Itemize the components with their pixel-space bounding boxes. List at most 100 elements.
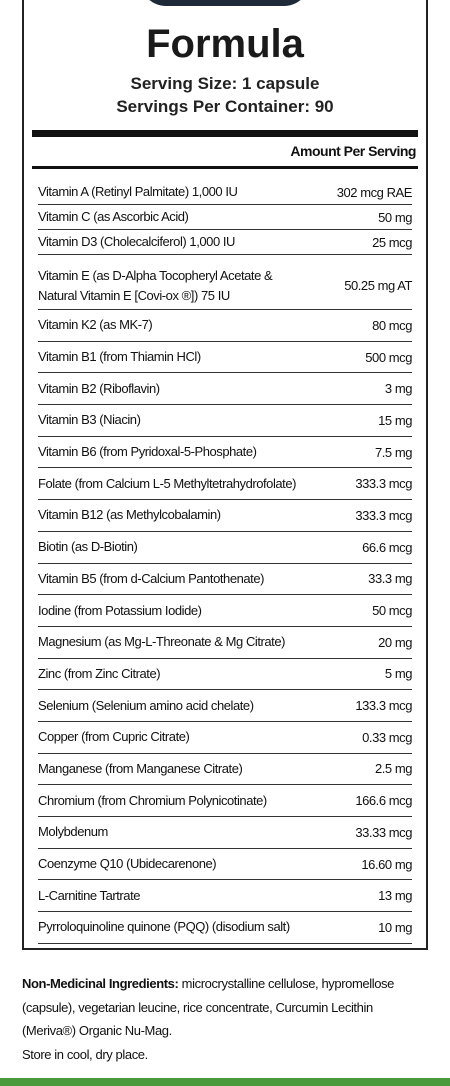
label-box: Formula Serving Size: 1 capsule Servings… (22, 0, 428, 950)
nutrient-name: Vitamin C (as Ascorbic Acid) (38, 207, 189, 227)
nutrient-name: Pyrroloquinoline quinone (PQQ) (disodium… (38, 917, 290, 937)
amount: 5 mg (384, 666, 413, 682)
name-line: Vitamin B2 (Riboflavin) (38, 380, 160, 396)
nutrient-name: Vitamin K2 (as MK-7) (38, 315, 153, 335)
table-row: Chromium (from Chromium Polynicotinate) 1… (38, 785, 412, 817)
name-line: L-Carnitine Tartrate (38, 887, 141, 903)
title: Formula (146, 22, 304, 66)
nutrient-name: Vitamin B5 (from d-Calcium Pantothenate) (38, 569, 264, 589)
amount: 20 mg (378, 634, 412, 650)
table-row: Vitamin C (as Ascorbic Acid) 50 mg (38, 205, 412, 230)
amount: 33.3 mg (368, 571, 412, 587)
storage: Store in cool, dry place. (22, 1046, 148, 1062)
name-line: Molybdenum (38, 824, 108, 840)
table-row: Copper (from Cupric Citrate) 0.33 mcg (38, 722, 412, 754)
amount: 15 mg (378, 412, 412, 428)
name-line: Vitamin E (as D-Alpha Tocopheryl Acetate… (38, 267, 273, 283)
name-line: Vitamin C (as Ascorbic Acid) (38, 209, 189, 224)
table-row: Vitamin B3 (Niacin) 15 mg (38, 405, 412, 437)
nutrient-name: Iodine (from Potassium Iodide) (38, 601, 202, 621)
amount: 80 mcg (372, 317, 412, 333)
amount: 50 mg (378, 209, 412, 225)
table-row: Iodine (from Potassium Iodide) 50 mcg (38, 595, 412, 627)
nutrient-name: Vitamin B3 (Niacin) (38, 410, 141, 430)
nutrient-name: Magnesium (as Mg-L-Threonate & Mg Citrat… (38, 632, 285, 652)
table-row: L-Carnitine Tartrate 13 mg (38, 880, 412, 913)
table-row: Manganese (from Manganese Citrate) 2.5 mg (38, 754, 412, 786)
name-line: Vitamin K2 (as MK-7) (38, 317, 153, 333)
amount: 0.33 mcg (362, 729, 412, 745)
name-line: Vitamin B6 (from Pyridoxal-5-Phosphate) (38, 444, 257, 460)
table-row: Vitamin D3 (Cholecalciferol) 1,000 IU 25 … (38, 230, 412, 255)
name-line: Chromium (from Chromium Polynicotinate) (38, 792, 267, 808)
name-line: Coenzyme Q10 (Ubidecarenone) (38, 856, 217, 872)
table-row: Coenzyme Q10 (Ubidecarenone) 16.60 mg (38, 849, 412, 881)
nutrient-name: Copper (from Cupric Citrate) (38, 727, 190, 747)
nutrient-name: Vitamin B1 (from Thiamin HCl) (38, 347, 201, 367)
table-row: Vitamin A (Retinyl Palmitate) 1,000 IU 30… (38, 180, 412, 205)
nutrient-name: Molybdenum (38, 822, 108, 842)
nutrient-name: Selenium (Selenium amino acid chelate) (38, 696, 254, 716)
name-line: Manganese (from Manganese Citrate) (38, 760, 243, 776)
table-row: Vitamin E (as D-Alpha Tocopheryl Acetate… (38, 262, 412, 310)
nutrient-name: Manganese (from Manganese Citrate) (38, 759, 243, 779)
table-row: Selenium (Selenium amino acid chelate) 13… (38, 690, 412, 722)
nutrient-name: Vitamin E (as D-Alpha Tocopheryl Acetate… (38, 266, 273, 306)
amount: 302 mcg RAE (336, 184, 413, 200)
amount: 7.5 mg (374, 444, 412, 460)
name-line: Vitamin B5 (from d-Calcium Pantothenate) (38, 570, 264, 586)
column-header: Amount Per Serving (290, 143, 416, 159)
nutrient-name: Vitamin B12 (as Methylcobalamin) (38, 505, 221, 525)
name-line: Vitamin B1 (from Thiamin HCl) (38, 349, 201, 365)
table-row: Biotin (as D-Biotin) 66.6 mcg (38, 532, 412, 564)
nutrient-name: L-Carnitine Tartrate (38, 886, 140, 906)
name-line: Zinc (from Zinc Citrate) (38, 665, 161, 681)
table-row: Vitamin B1 (from Thiamin HCl) 500 mcg (38, 342, 412, 374)
table-row: Vitamin B12 (as Methylcobalamin) 333.3 mc… (38, 500, 412, 532)
servings-per-container: Servings Per Container: 90 (116, 97, 334, 116)
nutrient-name: Folate (from Calcium L-5 Methyltetrahydr… (38, 474, 296, 494)
nutrient-name: Vitamin B2 (Riboflavin) (38, 379, 160, 399)
amount: 25 mcg (372, 234, 412, 250)
amount: 333.3 mcg (355, 476, 412, 492)
amount: 333.3 mcg (355, 507, 412, 523)
divider (32, 166, 418, 169)
amount: 166.6 mcg (355, 793, 412, 809)
footer: Non-Medicinal Ingredients: microcrystall… (22, 972, 402, 1066)
amount: 13 mg (378, 888, 412, 904)
nutrient-name: Vitamin B6 (from Pyridoxal-5-Phosphate) (38, 442, 257, 462)
table-row: Vitamin B5 (from d-Calcium Pantothenate)… (38, 564, 412, 596)
table: Vitamin A (Retinyl Palmitate) 1,000 IU 30… (38, 180, 412, 944)
nutrient-name: Zinc (from Zinc Citrate) (38, 664, 161, 684)
table-row: Magnesium (as Mg-L-Threonate & Mg Citrat… (38, 627, 412, 659)
bottom-bar (0, 1078, 450, 1086)
name-line: Vitamin D3 (Cholecalciferol) 1,000 IU (38, 234, 235, 249)
amount: 2.5 mg (374, 761, 412, 777)
nutrient-name: Biotin (as D-Biotin) (38, 537, 138, 557)
table-row: Pyrroloquinoline quinone (PQQ) (disodium… (38, 912, 412, 944)
table-row: Vitamin B6 (from Pyridoxal-5-Phosphate) 7… (38, 437, 412, 469)
name-line: Pyrroloquinoline quinone (PQQ) (disodium… (38, 919, 290, 935)
divider (32, 130, 418, 137)
nutrient-name: Coenzyme Q10 (Ubidecarenone) (38, 854, 217, 874)
name-line: Natural Vitamin E [Covi-ox ®]) 75 IU (38, 287, 230, 303)
name-line: Vitamin B3 (Niacin) (38, 412, 141, 428)
table-row: Zinc (from Zinc Citrate) 5 mg (38, 659, 412, 691)
amount: 16.60 mg (361, 856, 412, 872)
name-line: Biotin (as D-Biotin) (38, 539, 138, 555)
amount: 50 mcg (372, 603, 412, 619)
nutrient-name: Vitamin A (Retinyl Palmitate) 1,000 IU (38, 182, 238, 202)
nutrient-name: Vitamin D3 (Cholecalciferol) 1,000 IU (38, 232, 235, 252)
table-row: Vitamin B2 (Riboflavin) 3 mg (38, 373, 412, 406)
name-line: Vitamin A (Retinyl Palmitate) 1,000 IU (38, 184, 238, 199)
amount: 50.25 mg AT (344, 278, 412, 293)
amount: 10 mg (378, 919, 412, 935)
amount: 133.3 mcg (355, 698, 412, 714)
amount: 500 mcg (365, 349, 412, 365)
footer-text: microcrystalline cellulose, hypromellose… (22, 976, 394, 1038)
nutrient-name: Chromium (from Chromium Polynicotinate) (38, 791, 267, 811)
table-row: Molybdenum 33.33 mcg (38, 817, 412, 849)
name-line: Iodine (from Potassium Iodide) (38, 602, 202, 618)
table-row: Vitamin K2 (as MK-7) 80 mcg (38, 310, 412, 342)
